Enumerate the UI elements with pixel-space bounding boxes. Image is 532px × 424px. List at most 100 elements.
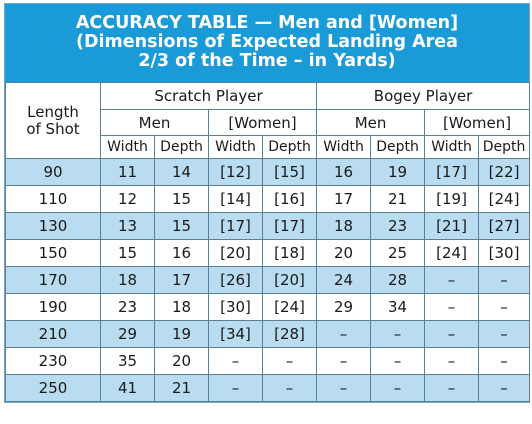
column-header-depth: Depth [370,135,426,159]
table-cell: – [370,374,426,402]
table-row: 170 18 17 [26] [20] 24 28 – – [5,266,531,294]
table-cell: [24] [424,239,480,267]
table-cell: [17] [424,158,480,186]
length-cell: 90 [5,158,101,186]
bogey-men-header: Men [316,109,426,136]
length-cell: 170 [5,266,101,294]
table-cell: – [370,320,426,348]
table-row: 210 29 19 [34] [28] – – – – [5,320,531,348]
title-line-1: ACCURACY TABLE — Men and [Women] [75,13,459,33]
table-cell: – [316,347,372,375]
table-cell: – [424,320,480,348]
table-cell: 21 [154,374,209,402]
column-header-depth: Depth [154,135,209,159]
table-cell: 41 [100,374,155,402]
table-cell: [20] [261,266,318,294]
length-header-line-1: Length [27,102,79,121]
table-cell: 23 [100,293,155,321]
table-cell: 28 [370,266,426,294]
table-cell: 20 [154,347,209,375]
table-cell: – [478,374,531,402]
length-cell: 190 [5,293,101,321]
table-cell: – [208,347,263,375]
column-header-depth: Depth [261,135,318,159]
table-cell: [12] [208,158,263,186]
column-header-width: Width [208,135,263,159]
table-cell: 25 [370,239,426,267]
table-cell: [34] [208,320,263,348]
scratch-women-header: [Women] [207,109,318,136]
table-cell: 15 [154,185,209,213]
table-cell: 16 [316,158,372,186]
table-cell: [14] [208,185,263,213]
table-cell: 18 [316,212,372,240]
table-cell: 18 [154,293,209,321]
bogey-player-header: Bogey Player [316,82,531,110]
table-row: 230 35 20 – – – – – – [5,347,531,375]
length-header-line-2: of Shot [26,119,80,138]
table-cell: 11 [100,158,155,186]
length-of-shot-header: Length of Shot [5,82,101,159]
table-cell: 35 [100,347,155,375]
length-cell: 130 [5,212,101,240]
table-cell: 29 [316,293,372,321]
table-cell: 15 [100,239,155,267]
column-header-width: Width [316,135,372,159]
table-cell: – [424,266,480,294]
table-row: 250 41 21 – – – – – – [5,374,531,402]
table-cell: [16] [261,185,318,213]
table-cell: [30] [478,239,531,267]
table-cell: [26] [208,266,263,294]
table-cell: [27] [478,212,531,240]
accuracy-table: Length of Shot Scratch Player Bogey Play… [5,82,531,402]
table-cell: 13 [100,212,155,240]
table-cell: [22] [478,158,531,186]
length-cell: 150 [5,239,101,267]
length-cell: 210 [5,320,101,348]
table-cell: 19 [154,320,209,348]
bogey-women-header: [Women] [424,109,531,136]
table-row: 190 23 18 [30] [24] 29 34 – – [5,293,531,321]
table-cell: – [316,374,372,402]
table-cell: [20] [208,239,263,267]
table-cell: – [478,347,531,375]
table-cell: 24 [316,266,372,294]
table-cell: 21 [370,185,426,213]
table-cell: – [261,347,318,375]
table-cell: 23 [370,212,426,240]
table-cell: – [370,347,426,375]
table-cell: – [424,347,480,375]
table-cell: – [478,293,531,321]
table-cell: – [424,293,480,321]
table-cell: 15 [154,212,209,240]
table-cell: 12 [100,185,155,213]
table-cell: 34 [370,293,426,321]
column-header-width: Width [100,135,155,159]
table-cell: [15] [261,158,318,186]
table-cell: [18] [261,239,318,267]
table-row: 110 12 15 [14] [16] 17 21 [19] [24] [5,185,531,213]
table-cell: 17 [154,266,209,294]
scratch-men-header: Men [100,109,209,136]
table-cell: 18 [100,266,155,294]
table-cell: [24] [261,293,318,321]
table-cell: [28] [261,320,318,348]
scratch-player-header: Scratch Player [99,82,318,110]
table-cell: [17] [208,212,263,240]
table-cell: [19] [424,185,480,213]
table-body: 90 11 14 [12] [15] 16 19 [17] [22] 110 1… [5,158,531,402]
table-cell: [17] [261,212,318,240]
length-cell: 250 [5,374,101,402]
table-row: 150 15 16 [20] [18] 20 25 [24] [30] [5,239,531,267]
table-cell: [30] [208,293,263,321]
table-cell: 20 [316,239,372,267]
length-cell: 230 [5,347,101,375]
length-cell: 110 [5,185,101,213]
table-cell: 19 [370,158,426,186]
table-cell: – [316,320,372,348]
title-line-2: (Dimensions of Expected Landing Area [76,32,458,52]
table-cell: – [478,320,531,348]
table-cell: – [208,374,263,402]
table-cell: 14 [154,158,209,186]
table-cell: – [478,266,531,294]
